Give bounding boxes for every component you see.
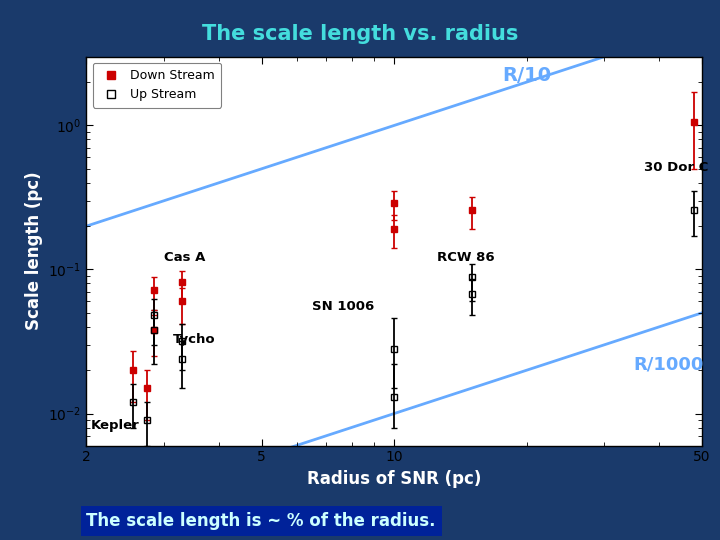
Text: Cas A: Cas A (164, 251, 205, 264)
Text: Kepler: Kepler (91, 419, 140, 432)
Text: RCW 86: RCW 86 (437, 251, 495, 264)
Text: 30 Dor C: 30 Dor C (644, 161, 708, 174)
Text: SN 1006: SN 1006 (312, 300, 374, 313)
Text: R/10: R/10 (502, 66, 552, 85)
Text: R/1000: R/1000 (634, 355, 704, 373)
X-axis label: Radius of SNR (pc): Radius of SNR (pc) (307, 470, 482, 488)
Text: Tycho: Tycho (174, 333, 216, 346)
Legend: Down Stream, Up Stream: Down Stream, Up Stream (93, 63, 221, 107)
Text: The scale length is ~ % of the radius.: The scale length is ~ % of the radius. (86, 512, 436, 530)
Text: The scale length vs. radius: The scale length vs. radius (202, 24, 518, 44)
Y-axis label: Scale length (pc): Scale length (pc) (24, 172, 42, 330)
